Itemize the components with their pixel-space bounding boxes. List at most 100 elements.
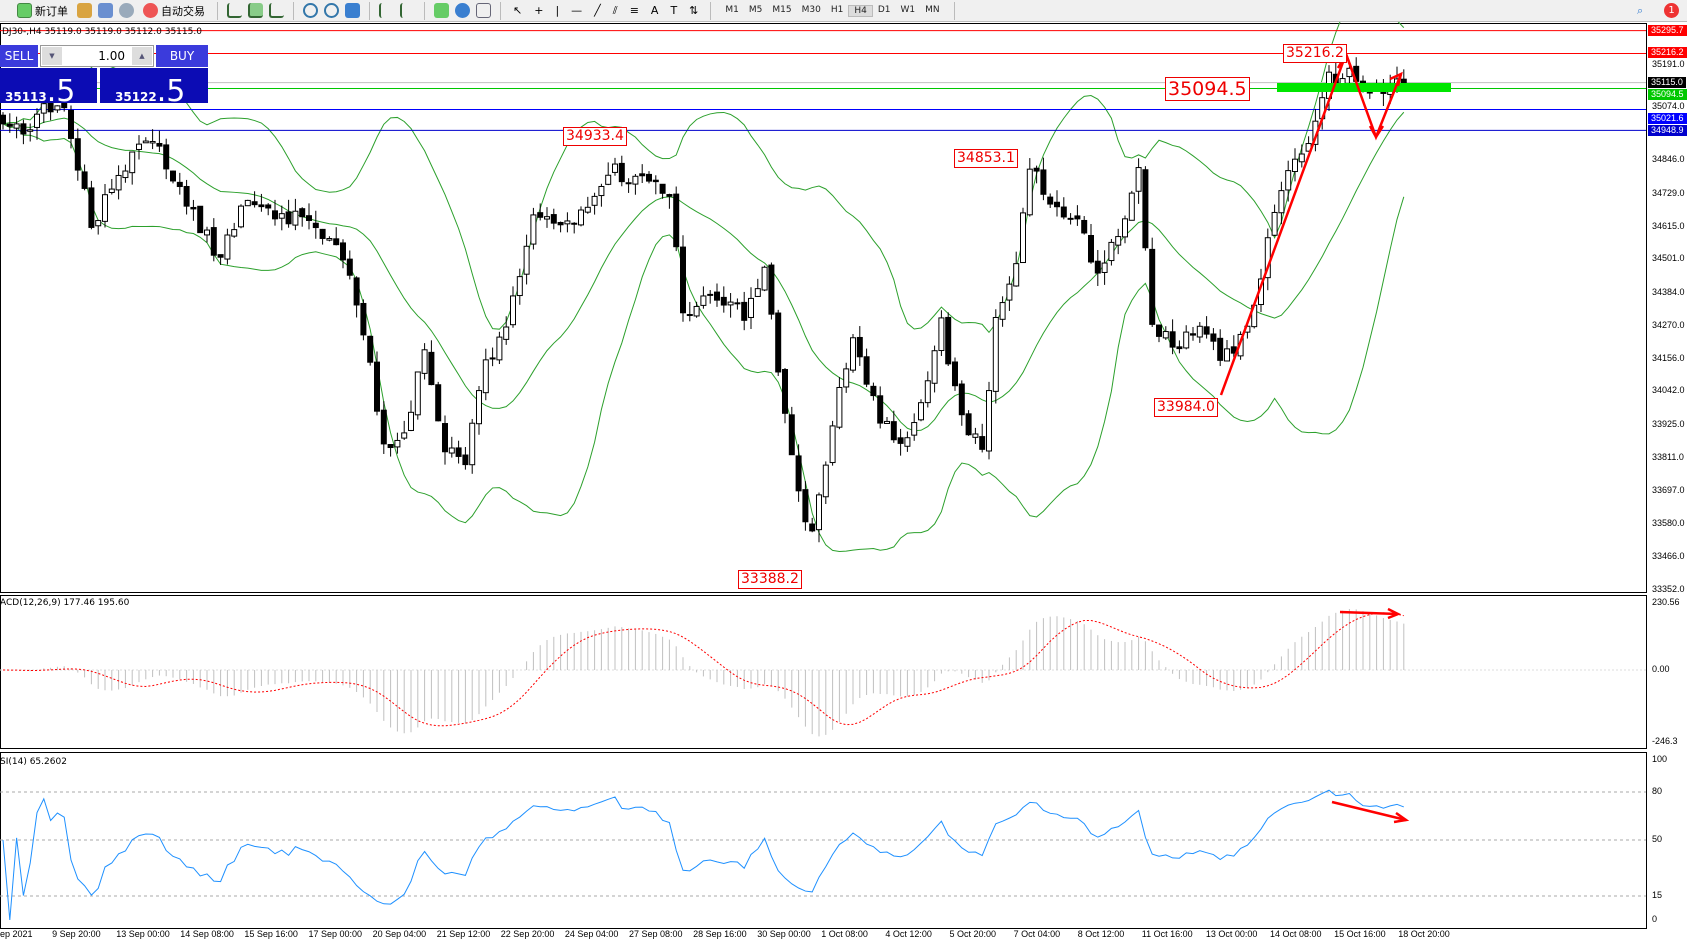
candle-body [897, 437, 904, 444]
timeframe-d1[interactable]: D1 [877, 4, 891, 15]
cursor-icon[interactable]: ↖ [513, 4, 523, 17]
timeframe-w1[interactable]: W1 [900, 4, 916, 15]
candle-body [992, 316, 999, 392]
price-annotation[interactable]: 34933.4 [563, 127, 627, 146]
candle-body [183, 185, 190, 207]
candle-body [1142, 169, 1149, 249]
zoom-in-icon[interactable] [303, 3, 318, 18]
templates-icon[interactable] [476, 3, 491, 18]
auto-trading-button[interactable]: 自动交易 [140, 1, 208, 21]
trendline-icon[interactable]: ╱ [594, 4, 601, 17]
auto-scroll-icon[interactable] [379, 3, 394, 18]
buy-button[interactable]: BUY [156, 45, 208, 67]
notification-badge[interactable]: 1 [1664, 3, 1679, 18]
timeframe-m15[interactable]: M15 [772, 4, 792, 15]
indicators-icon[interactable] [434, 3, 449, 18]
candle-body [442, 423, 448, 453]
candle-body [693, 305, 700, 317]
timeframe-h1[interactable]: H1 [830, 4, 844, 15]
bar-chart-icon[interactable] [227, 3, 242, 18]
market-watch-icon[interactable] [77, 3, 92, 18]
bid-price[interactable]: 35113.5 [0, 68, 97, 109]
channel-icon[interactable]: ⫽ [612, 3, 618, 17]
lot-increase-button[interactable]: ▲ [132, 47, 152, 65]
candle-body [775, 312, 782, 373]
navigator-icon[interactable] [98, 3, 113, 18]
price-annotation[interactable]: 34853.1 [954, 149, 1018, 168]
candle-body [231, 229, 238, 237]
candle-body [836, 386, 843, 428]
time-tick: 4 Oct 12:00 [885, 929, 932, 939]
time-tick: 15 Oct 16:00 [1334, 929, 1386, 939]
periods-clock-icon[interactable] [455, 3, 470, 18]
price-annotation[interactable]: 35216.2 [1283, 44, 1347, 63]
candle-body [1026, 168, 1033, 216]
candle-body [720, 296, 727, 306]
candle-body [809, 523, 816, 532]
timeframe-m1[interactable]: M1 [725, 4, 739, 15]
text-icon[interactable]: A [650, 4, 659, 17]
candle-body [884, 420, 890, 424]
time-tick: 30 Sep 00:00 [757, 929, 811, 939]
timeframe-m5[interactable]: M5 [748, 4, 763, 15]
candle-body [1108, 241, 1115, 262]
candle-body [1128, 192, 1135, 221]
candle-body [503, 326, 510, 340]
price-annotation[interactable]: 33984.0 [1154, 398, 1218, 417]
line-chart-icon[interactable] [269, 3, 284, 18]
candle-body [129, 151, 136, 174]
rsi-line [2, 789, 1404, 921]
candle-body [387, 444, 394, 449]
candle-body [795, 455, 802, 492]
candle-body [523, 245, 530, 275]
candle-body [258, 204, 265, 208]
ask-price[interactable]: 35122.5 [100, 68, 208, 109]
time-tick: 7 Oct 04:00 [1013, 929, 1061, 939]
candle-body [986, 390, 992, 452]
price-annotation[interactable]: 33388.2 [738, 570, 802, 589]
hline-price-label: 35094.5 [1648, 88, 1687, 100]
candle-body [544, 216, 550, 220]
time-tick: 28 Sep 16:00 [693, 929, 747, 939]
candle-body [68, 109, 74, 139]
timeframe-m30[interactable]: M30 [801, 4, 821, 15]
candle-body [1190, 333, 1196, 336]
lot-decrease-button[interactable]: ▼ [42, 47, 62, 65]
candle-body [571, 222, 578, 225]
search-icon[interactable]: ⌕ [1637, 3, 1644, 17]
candle-body [1169, 331, 1176, 348]
candle-body [938, 317, 945, 352]
timeframe-h4[interactable]: H4 [848, 4, 873, 17]
signals-icon[interactable] [119, 3, 134, 18]
candle-body [591, 195, 598, 206]
price-annotation[interactable]: 35094.5 [1165, 77, 1250, 101]
bollinger-upper [2, 22, 1405, 334]
candle-body [999, 302, 1006, 320]
zoom-out-icon[interactable] [324, 3, 339, 18]
candle-body [1122, 218, 1128, 238]
arrows-icon[interactable]: ⇅ [689, 4, 699, 17]
timeframe-mn[interactable]: MN [925, 4, 940, 15]
time-tick: 15 Sep 16:00 [244, 929, 298, 939]
chart-shift-icon[interactable] [400, 3, 415, 18]
price-chart[interactable] [0, 22, 1687, 942]
price-tick: 33580.0 [1652, 518, 1685, 529]
rsi-axis-tick: 80 [1652, 786, 1663, 796]
text-label-icon[interactable]: T [670, 4, 678, 17]
current-price-label: 35115.0 [1648, 76, 1686, 88]
candle-body [1278, 190, 1285, 214]
horizontal-line-icon[interactable]: — [571, 4, 583, 17]
candle-body [1060, 206, 1067, 218]
new-order-icon [17, 3, 32, 18]
candlestick-icon[interactable] [248, 3, 263, 18]
vertical-line-icon[interactable]: | [555, 4, 560, 17]
candle-body [931, 350, 938, 384]
lot-size-input[interactable]: 1.00 [40, 45, 154, 67]
candle-body [6, 123, 13, 127]
fibonacci-icon[interactable]: ≡ [629, 4, 639, 17]
tile-windows-icon[interactable] [345, 3, 360, 18]
sell-button[interactable]: SELL [0, 45, 38, 67]
new-order-button[interactable]: 新订单 [14, 1, 71, 21]
candle-body [448, 447, 455, 454]
crosshair-icon[interactable]: + [534, 4, 544, 17]
